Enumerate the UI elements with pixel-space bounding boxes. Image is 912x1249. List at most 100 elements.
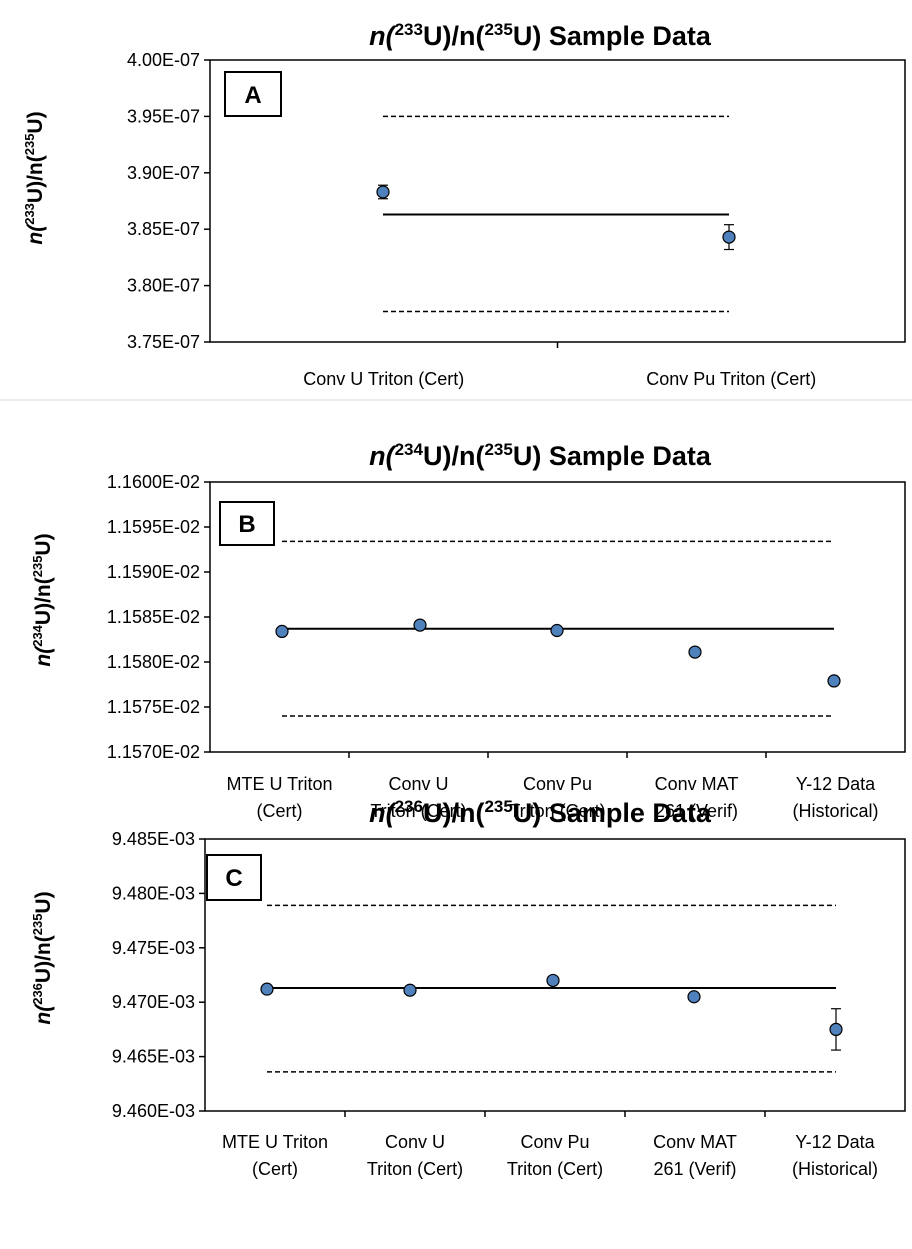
- title-c-pre: n(: [369, 798, 397, 828]
- data-marks-c: [260, 904, 843, 1073]
- ylabel-c-mid: U)/n(: [32, 935, 55, 983]
- x-category-label-c: 261 (Verif): [653, 1159, 736, 1179]
- y-tick-label-a: 3.95E-07: [127, 106, 200, 126]
- y-tick-label-c: 9.485E-03: [112, 829, 195, 849]
- x-category-label-c: Conv U: [385, 1132, 445, 1152]
- y-ticks-c: 9.460E-03 9.465E-03 9.470E-03 9.475E-03 9.48…: [112, 829, 766, 1121]
- title-a-pre: n(: [369, 21, 397, 51]
- x-category-label-b: 261 (Verif): [655, 801, 738, 821]
- y-axis-label-c: n(236U)/n(235U): [30, 891, 55, 1024]
- title-b-mid: U)/n(: [423, 441, 484, 471]
- title-c-post: U) Sample Data: [513, 798, 712, 828]
- y-tick-label-c: 9.465E-03: [112, 1047, 195, 1067]
- x-category-label-c: Triton (Cert): [367, 1159, 463, 1179]
- y-tick-label-a: 3.80E-07: [127, 276, 200, 296]
- x-category-label-c: Conv MAT: [653, 1132, 737, 1152]
- ylabel-b-post: U): [32, 533, 55, 555]
- panel-label-a: A: [244, 82, 261, 109]
- y-tick-label-a: 3.90E-07: [127, 163, 200, 183]
- plot-frame-a: [209, 59, 906, 343]
- x-categories-a: Conv U Triton (Cert) Conv Pu Triton (Cert…: [303, 369, 816, 389]
- ylabel-a-mid: U)/n(: [24, 155, 47, 203]
- data-point-b: [550, 623, 564, 638]
- x-category-label-b: Triton (Cert): [370, 801, 466, 821]
- data-point-c: [260, 982, 274, 996]
- y-tick-label-c: 9.475E-03: [112, 938, 195, 958]
- y-axis-label-b: n(234U)/n(235U): [30, 533, 55, 666]
- data-point-b: [827, 674, 841, 688]
- panel-label-box-b: [219, 501, 275, 546]
- x-category-label-b: Conv U: [388, 774, 448, 794]
- ylabel-b-pre: n(: [32, 645, 55, 667]
- y-axis-label-a: n(233U)/n(235U): [22, 111, 47, 244]
- x-category-label-a: Conv Pu Triton (Cert): [646, 369, 816, 389]
- ylabel-c-sup1: 236: [30, 983, 45, 1005]
- y-tick-label-b: 1.1580E-02: [107, 652, 200, 672]
- title-a-post: U) Sample Data: [513, 21, 712, 51]
- ylabel-a-pre: n(: [24, 223, 47, 245]
- data-point-a: [722, 230, 736, 244]
- y-tick-label-c: 9.470E-03: [112, 992, 195, 1012]
- chart-title-a: n(233U)/n(235U) Sample Data: [369, 20, 712, 51]
- data-point-b: [413, 618, 427, 632]
- data-point-c: [403, 983, 417, 997]
- y-tick-label-b: 1.1585E-02: [107, 607, 200, 627]
- data-point-c: [546, 973, 560, 988]
- title-b-sup2: 235: [484, 440, 512, 459]
- title-a-sup1: 233: [395, 20, 423, 39]
- panel-label-box-a: [224, 71, 282, 117]
- x-category-label-b: (Cert): [257, 801, 303, 821]
- data-point-c: [829, 1022, 843, 1037]
- x-category-label-c: Y-12 Data: [795, 1132, 875, 1152]
- panel-label-c: C: [225, 865, 242, 892]
- ylabel-b-sup1: 234: [30, 624, 45, 646]
- ylabel-c-sup2: 235: [30, 914, 45, 936]
- plot-frame-c: [204, 838, 906, 1112]
- data-point-c: [687, 990, 701, 1004]
- x-category-label-c: (Cert): [252, 1159, 298, 1179]
- x-category-label-b: Conv Pu: [523, 774, 592, 794]
- x-categories-b: MTE U Triton (Cert) Conv U Triton (Cert) Con…: [226, 774, 878, 821]
- panel-label-b: B: [238, 511, 255, 538]
- ylabel-a-sup1: 233: [22, 203, 37, 225]
- x-category-label-c: MTE U Triton: [222, 1132, 328, 1152]
- ylabel-b-sup2: 235: [30, 556, 45, 578]
- x-category-label-b: Conv MAT: [655, 774, 739, 794]
- data-point-b: [275, 624, 289, 639]
- y-tick-label-b: 1.1570E-02: [107, 742, 200, 762]
- chart-title-c: n(236U)/n(235U) Sample Data: [369, 797, 712, 828]
- x-category-label-b: MTE U Triton: [226, 774, 332, 794]
- title-a-mid: U)/n(: [423, 21, 484, 51]
- y-tick-label-a: 3.85E-07: [127, 219, 200, 239]
- x-category-label-c: Conv Pu: [520, 1132, 589, 1152]
- title-b-post: U) Sample Data: [513, 441, 712, 471]
- y-ticks-a: 3.75E-07 3.80E-07 3.85E-07 3.90E-07 3.95E-07…: [127, 50, 559, 352]
- x-categories-c: MTE U Triton (Cert) Conv U Triton (Cert) Con…: [222, 1132, 878, 1179]
- y-tick-label-a: 4.00E-07: [127, 50, 200, 70]
- y-tick-label-c: 9.460E-03: [112, 1101, 195, 1121]
- title-b-sup1: 234: [395, 440, 424, 459]
- y-tick-label-b: 1.1595E-02: [107, 517, 200, 537]
- title-c-sup1: 236: [395, 797, 423, 816]
- y-ticks-b: 1.1570E-02 1.1575E-02 1.1580E-02 1.1585E-02…: [107, 472, 767, 762]
- x-category-label-c: (Historical): [792, 1159, 878, 1179]
- title-a-sup2: 235: [484, 20, 512, 39]
- y-tick-label-b: 1.1600E-02: [107, 472, 200, 492]
- x-category-label-b: (Historical): [792, 801, 878, 821]
- ylabel-a-sup2: 235: [22, 134, 37, 156]
- ylabel-a-post: U): [24, 111, 47, 133]
- ylabel-b-mid: U)/n(: [32, 577, 55, 625]
- ylabel-c-pre: n(: [32, 1003, 55, 1025]
- title-c-mid: U)/n(: [423, 798, 484, 828]
- x-category-label-b: Triton (Cert): [509, 801, 605, 821]
- chart-panel-a: n(233U)/n(235U) Sample Data n(233U)/n(23…: [22, 20, 906, 389]
- x-category-label-b: Y-12 Data: [796, 774, 876, 794]
- chart-panel-c: n(236U)/n(235U) Sample Data n(236U)/n(23…: [30, 797, 906, 1179]
- x-category-label-a: Conv U Triton (Cert): [303, 369, 464, 389]
- x-category-label-c: Triton (Cert): [507, 1159, 603, 1179]
- y-tick-label-c: 9.480E-03: [112, 883, 195, 903]
- data-point-a: [376, 185, 390, 199]
- data-marks-a: [376, 115, 736, 313]
- panel-label-box-c: [206, 854, 262, 901]
- ylabel-c-post: U): [32, 891, 55, 913]
